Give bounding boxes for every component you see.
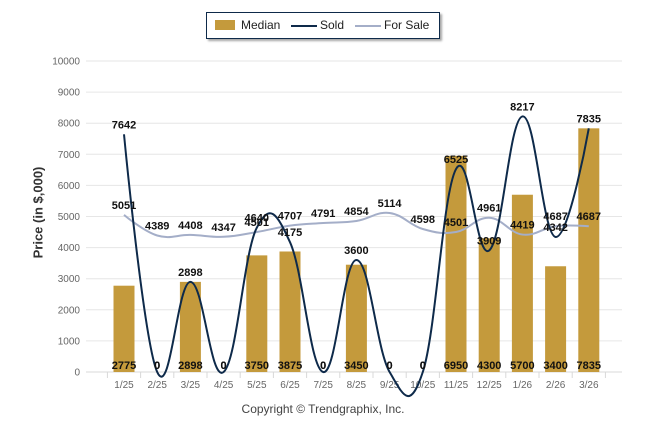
chart-legend: Median Sold For Sale: [206, 12, 440, 39]
median-bar: [445, 155, 467, 372]
median-data-label: 3450: [344, 360, 368, 372]
sold-data-label: 0: [154, 360, 160, 372]
sold-line: [123, 115, 590, 397]
sold-data-label: 3600: [344, 245, 368, 257]
median-bar: [246, 255, 268, 372]
x-tick-label: 7/25: [313, 380, 333, 391]
for-sale-data-label: 5114: [378, 198, 403, 210]
x-tick-label: 5/25: [247, 380, 267, 391]
y-tick-label: 4000: [58, 243, 81, 254]
median-data-label: 5700: [510, 360, 534, 372]
sold-data-label: 8217: [510, 101, 534, 113]
legend-label-for-sale: For Sale: [384, 18, 430, 32]
sold-data-label: 4175: [278, 227, 302, 239]
x-tick-label: 1/26: [513, 380, 533, 391]
y-tick-label: 8000: [58, 119, 81, 130]
median-data-label: 0: [320, 360, 326, 372]
for-sale-data-label: 4707: [278, 211, 302, 223]
median-bar: [478, 238, 500, 372]
sold-data-label: 4640: [245, 213, 269, 225]
sold-data-label: 0: [221, 360, 227, 372]
for-sale-data-label: 4687: [577, 211, 601, 223]
for-sale-data-label: 4389: [145, 221, 169, 233]
median-data-label: 0: [154, 360, 160, 372]
sold-data-label: 0: [420, 360, 426, 372]
median-data-label: 4300: [477, 360, 501, 372]
median-bar: [279, 251, 301, 372]
y-tick-label: 0: [74, 368, 80, 379]
legend-label-sold: Sold: [320, 18, 345, 32]
y-tick-label: 10000: [52, 57, 80, 68]
y-tick-label: 3000: [58, 274, 81, 285]
for-sale-line: [123, 211, 589, 239]
for-sale-data-label: 4961: [477, 203, 501, 215]
for-sale-data-label: 4598: [411, 214, 435, 226]
median-data-label: 0: [387, 360, 393, 372]
for-sale-data-label: 4501: [444, 217, 468, 229]
median-data-label: 3750: [245, 360, 269, 372]
y-tick-label: 5000: [58, 212, 81, 223]
copyright-text: Copyright © Trendgraphix, Inc.: [241, 402, 405, 416]
x-tick-label: 4/25: [214, 380, 234, 391]
y-tick-label: 9000: [58, 88, 81, 99]
y-tick-label: 6000: [58, 181, 81, 192]
median-data-label: 6950: [444, 360, 468, 372]
sold-data-label: 0: [320, 360, 326, 372]
for-sale-data-label: 4791: [311, 208, 335, 220]
median-bar: [113, 285, 135, 372]
median-bar: [345, 264, 367, 372]
median-data-label: 0: [221, 360, 227, 372]
x-tick-label: 3/26: [579, 380, 599, 391]
x-tick-label: 11/25: [444, 380, 469, 391]
y-tick-label: 7000: [58, 150, 81, 161]
sold-data-label: 0: [387, 360, 393, 372]
median-swatch-icon: [215, 20, 235, 30]
median-bar: [179, 281, 201, 372]
x-tick-label: 2/26: [546, 380, 566, 391]
x-tick-label: 1/25: [114, 380, 134, 391]
y-tick-label: 1000: [58, 336, 81, 347]
median-bar: [578, 128, 600, 372]
x-tick-label: 3/25: [181, 380, 201, 391]
median-data-label: 2775: [112, 360, 136, 372]
sold-data-label: 2898: [178, 267, 202, 279]
median-data-label: 2898: [178, 360, 202, 372]
for-sale-data-label: 4687: [543, 211, 567, 223]
sold-line-icon: [291, 25, 317, 27]
x-tick-label: 8/25: [347, 380, 367, 391]
for-sale-data-label: 5051: [112, 200, 136, 212]
sold-data-label: 7835: [577, 113, 601, 125]
for-sale-line-icon: [355, 25, 381, 27]
legend-label-median: Median: [241, 18, 281, 32]
for-sale-data-label: 4347: [211, 222, 235, 234]
for-sale-data-label: 4419: [510, 220, 534, 232]
median-bar: [511, 194, 533, 372]
y-tick-label: 2000: [58, 305, 81, 316]
median-data-label: 3875: [278, 360, 302, 372]
median-data-label: 3400: [543, 360, 567, 372]
median-data-label: 0: [420, 360, 426, 372]
median-bar: [545, 266, 567, 372]
for-sale-data-label: 4501: [245, 217, 269, 229]
x-tick-label: 9/25: [380, 380, 400, 391]
for-sale-data-label: 4854: [344, 206, 369, 218]
x-tick-label: 6/25: [280, 380, 300, 391]
sold-data-label: 7642: [112, 119, 136, 131]
y-axis-title: Price (in $,000): [30, 166, 46, 259]
sold-data-label: 6525: [444, 154, 468, 166]
sold-data-label: 3909: [477, 235, 501, 247]
x-tick-label: 12/25: [477, 380, 502, 391]
x-tick-label: 2/25: [147, 380, 167, 391]
for-sale-data-label: 4408: [178, 220, 202, 232]
median-data-label: 7835: [577, 360, 601, 372]
sold-data-label: 4342: [543, 222, 567, 234]
x-tick-label: 10/25: [410, 380, 435, 391]
